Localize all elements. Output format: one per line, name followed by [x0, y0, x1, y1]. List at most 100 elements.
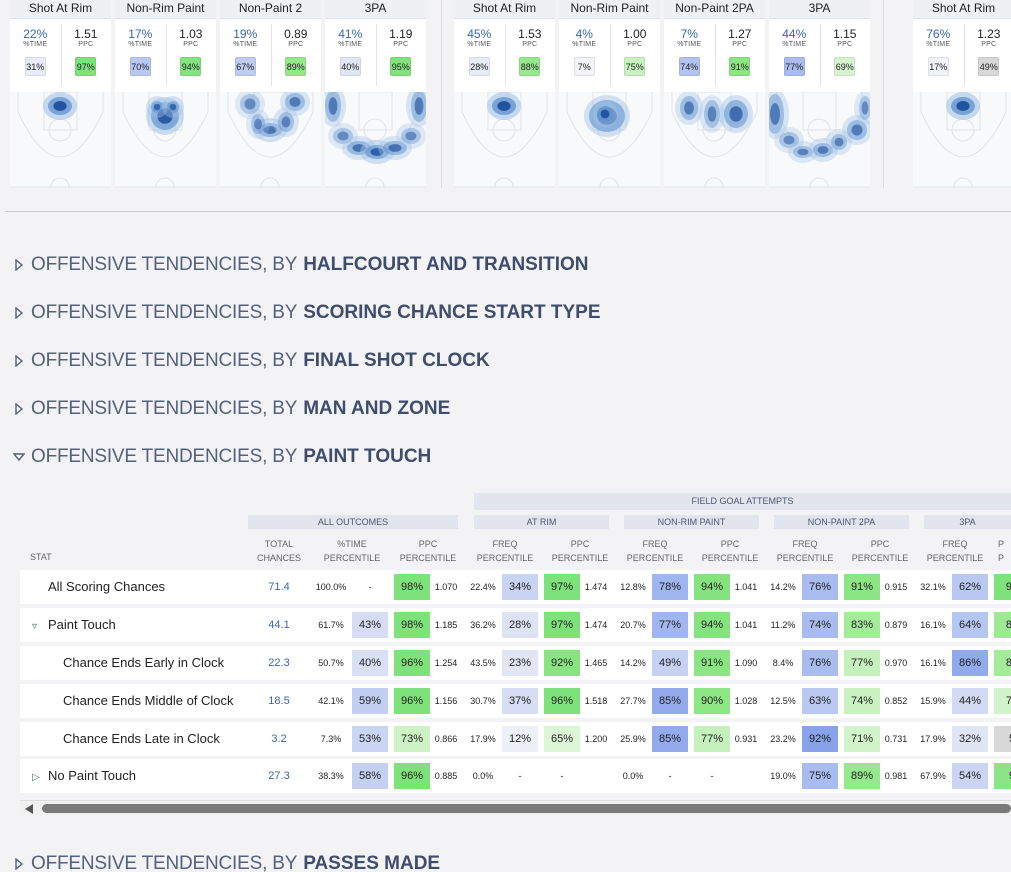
- row-label-text: Chance Ends Early in Clock: [63, 655, 225, 670]
- column-header-line2: PERCENTILE: [701, 553, 759, 563]
- percentile-badge: 37%: [502, 688, 538, 714]
- tendency-prefix: OFFENSIVE TENDENCIES, BY: [31, 350, 298, 371]
- tendency-toggle-scoring-chance-start-type[interactable]: OFFENSIVE TENDENCIES, BY SCORING CHANCE …: [13, 300, 601, 326]
- chevron-right-icon[interactable]: [13, 353, 29, 369]
- cell-value: -: [368, 582, 372, 592]
- tendency-prefix: OFFENSIVE TENDENCIES, BY: [31, 853, 298, 872]
- cell-chances: 3.2: [256, 722, 302, 756]
- cell-value: 1.156: [434, 696, 458, 706]
- shot-cards: Shot At Rim 22% 1.51 %TIME PPC 31% 97% N…: [0, 0, 1011, 197]
- tendency-toggle-passes-made[interactable]: OFFENSIVE TENDENCIES, BY PASSES MADE: [13, 851, 440, 872]
- table-row: ▷ No Paint Touch 27.3 38.3% 58% 96% 0.885 0.0% -…: [20, 759, 1011, 793]
- ppc-percentile-badge: 88%: [519, 56, 541, 76]
- table-row: Chance Ends Late in Clock 3.2 7.3% 53% 73% 0.…: [20, 722, 1011, 756]
- ppc-percentile-badge: 91%: [729, 56, 751, 76]
- tendency-category: FINAL SHOT CLOCK: [303, 350, 490, 371]
- ppc-sublabel: PPC: [183, 41, 199, 48]
- shot-card: Shot At Rim 45% 1.53 %TIME PPC 28% 88%: [454, 0, 555, 197]
- shot-card: Shot At Rim 22% 1.51 %TIME PPC 31% 97%: [10, 0, 111, 197]
- cell-value: 42.1%: [318, 696, 344, 706]
- group-header: AT RIM: [474, 515, 609, 529]
- chevron-right-icon[interactable]: [13, 401, 29, 417]
- shot-card: Shot At Rim 76% 1.23 %TIME PPC 17% 49%: [913, 0, 1011, 197]
- cell-np2-ppc: 0.879: [881, 608, 911, 642]
- time-percentile-badge: 70%: [129, 56, 151, 76]
- cell-nrp-ppc: 1.041: [731, 570, 761, 604]
- cell-value: 71.4: [268, 581, 290, 593]
- column-header-line2: PERCENTILE: [626, 553, 684, 563]
- ppc-sublabel: PPC: [627, 41, 643, 48]
- cell-value: 19.0%: [770, 771, 796, 781]
- percentile-badge: 76%: [802, 650, 838, 676]
- cell-np2-f: 14.2%: [768, 570, 798, 604]
- chevron-right-icon[interactable]: [13, 257, 29, 273]
- chevron-right-icon[interactable]: [13, 856, 29, 872]
- chevron-down-icon[interactable]: [13, 449, 29, 465]
- cell-ppc: 1.254: [431, 646, 461, 680]
- shot-heatmap: [320, 85, 432, 197]
- row-label-text: No Paint Touch: [48, 768, 136, 783]
- chevron-right-icon[interactable]: ▷: [32, 772, 40, 783]
- ppc-value: 1.03: [179, 27, 203, 41]
- column-header: P P: [998, 537, 1011, 565]
- cell-value: 27.7%: [620, 696, 646, 706]
- ppc-value: 0.89: [284, 27, 308, 41]
- tendency-prefix: OFFENSIVE TENDENCIES, BY: [31, 398, 298, 419]
- shot-card-title: Non-Rim Paint: [559, 0, 660, 19]
- cell-nrp-fp: -: [652, 759, 688, 793]
- row-label: Chance Ends Late in Clock: [63, 722, 220, 756]
- ppc-value: 1.53: [518, 27, 542, 41]
- percentile-badge: 96%: [544, 688, 580, 714]
- shot-card: Non-Paint 2 19% 0.89 %TIME PPC 67% 89%: [220, 0, 321, 197]
- ppc-sublabel: PPC: [288, 41, 304, 48]
- cell-rim-pp: 97%: [544, 608, 580, 642]
- cell-chances: 44.1: [256, 608, 302, 642]
- cell-np2-ppc: 0.731: [881, 722, 911, 756]
- percentile-badge: 71%: [844, 726, 880, 752]
- chevron-down-icon[interactable]: ▿: [32, 621, 38, 632]
- tendency-toggle-man-and-zone[interactable]: OFFENSIVE TENDENCIES, BY MAN AND ZONE: [13, 396, 450, 422]
- cell-value: 16.1%: [920, 658, 946, 668]
- row-label[interactable]: ▿ Paint Touch: [32, 608, 116, 642]
- shot-heatmap: [454, 91, 555, 197]
- chevron-right-icon[interactable]: [13, 305, 29, 321]
- percentile-badge: 49%: [652, 650, 688, 676]
- scrollbar-thumb[interactable]: [42, 804, 1011, 813]
- column-header-line1: PPC: [720, 539, 740, 549]
- time-value: 19%: [233, 27, 258, 41]
- row-label[interactable]: ▷ No Paint Touch: [32, 759, 136, 793]
- cell-rim-pp: 96%: [544, 684, 580, 718]
- column-header: PPC PERCENTILE: [842, 537, 918, 565]
- cell-value: 12.5%: [770, 696, 796, 706]
- shot-card: 3PA 44% 1.15 %TIME PPC 77% 69%: [761, 0, 876, 197]
- cell-rim-f: 0.0%: [468, 759, 498, 793]
- ppc-percentile-badge: 97%: [75, 56, 97, 76]
- column-header: TOTAL CHANCES: [256, 537, 302, 565]
- group-header: 3PA: [924, 515, 1011, 529]
- cell-nrp-f: 0.0%: [618, 759, 648, 793]
- card-divider: [270, 24, 272, 86]
- percentile-badge: 96%: [394, 688, 430, 714]
- percentile-badge: 63%: [802, 688, 838, 714]
- tendency-toggle-final-shot-clock[interactable]: OFFENSIVE TENDENCIES, BY FINAL SHOT CLOC…: [13, 348, 490, 374]
- cell-nrp-pp: 94%: [694, 570, 730, 604]
- cell-rim-pp: 65%: [544, 722, 580, 756]
- cell-chances: 71.4: [256, 570, 302, 604]
- ppc-percentile-badge: 94%: [180, 56, 202, 76]
- scroll-left-icon[interactable]: [25, 804, 33, 814]
- card-divider: [609, 24, 611, 86]
- ppc-percentile-badge: 69%: [834, 56, 856, 76]
- tendency-toggle-paint-touch[interactable]: OFFENSIVE TENDENCIES, BY PAINT TOUCH: [13, 444, 431, 470]
- cell-chances: 27.3: [256, 759, 302, 793]
- section-divider: [5, 211, 1011, 212]
- shot-heatmap: [10, 91, 111, 197]
- tendency-toggle-halfcourt-and-transition[interactable]: OFFENSIVE TENDENCIES, BY HALFCOURT AND T…: [13, 252, 589, 278]
- horizontal-scrollbar[interactable]: [20, 800, 1011, 815]
- percentile-badge: 73%: [394, 726, 430, 752]
- percentile-badge: 74%: [802, 612, 838, 638]
- cell-nrp-f: 25.9%: [618, 722, 648, 756]
- cell-value: 44.1: [268, 619, 290, 631]
- percentile-badge: 34%: [502, 574, 538, 600]
- cell-value: 1.254: [434, 658, 458, 668]
- cell-tp-fp: 32%: [952, 722, 988, 756]
